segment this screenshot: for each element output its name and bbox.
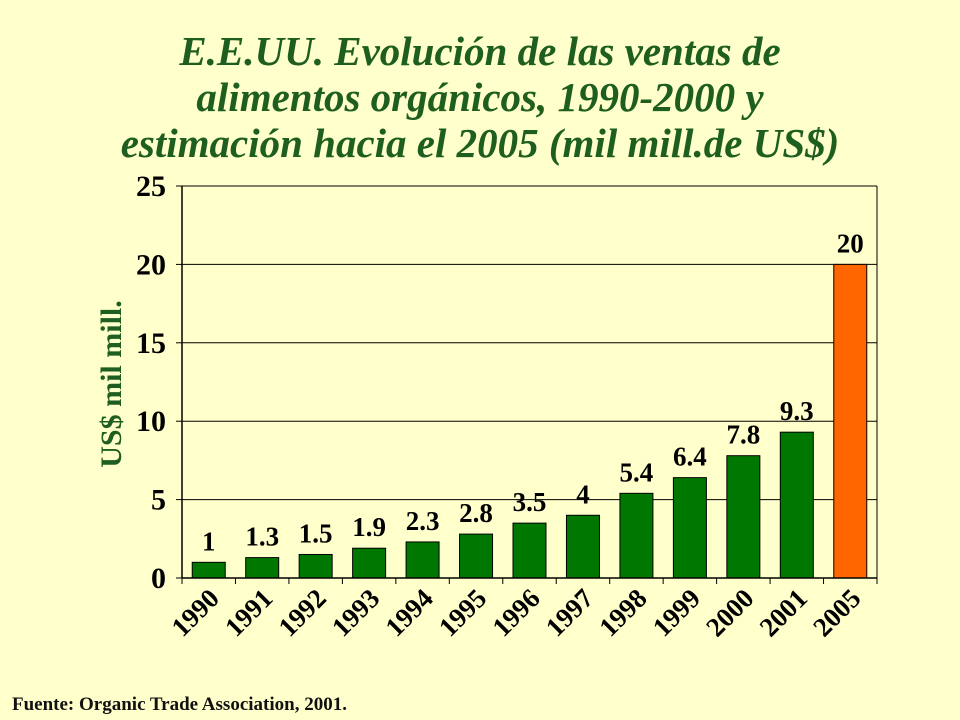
x-tick-label-1997: 1997	[540, 583, 599, 642]
gridlines	[182, 185, 877, 501]
bar-1993	[352, 547, 387, 579]
chart-title-line-3: estimación hacia el 2005 (mil mill.de US…	[120, 120, 840, 166]
value-label-1991: 1.3	[245, 522, 279, 552]
bar-1995	[459, 533, 494, 579]
bar-1998	[619, 492, 654, 579]
x-tick-label-1996: 1996	[486, 583, 545, 642]
x-tick-label-2000: 2000	[700, 583, 759, 642]
value-label-1998: 5.4	[620, 457, 654, 487]
x-tick-label-2001: 2001	[754, 583, 813, 642]
x-axis-ticks: 1990199119921993199419951996199719981999…	[166, 578, 878, 642]
x-tick-label-1991: 1991	[219, 583, 278, 642]
value-label-1995: 2.8	[459, 498, 493, 528]
x-tick-label-2005: 2005	[807, 583, 866, 642]
chart-title-line-1: E.E.UU. Evolución de las ventas de	[179, 28, 781, 74]
value-labels: 1 1.3 1.5 1.9 2.3 2.8 3.5 4 5.4 6.4 7.8 9.3 20	[202, 228, 864, 556]
x-tick-label-1998: 1998	[593, 583, 652, 642]
bar-1991	[245, 557, 280, 579]
value-label-1992: 1.5	[299, 518, 333, 548]
x-tick-label-1993: 1993	[326, 583, 385, 642]
y-tick-label: 10	[136, 405, 166, 438]
bar-1996	[512, 522, 547, 579]
value-label-1993: 1.9	[352, 512, 386, 542]
value-label-2000: 7.8	[726, 420, 760, 450]
y-tick-label: 20	[136, 248, 166, 281]
value-label-1997: 4	[576, 479, 590, 509]
x-tick-label-1992: 1992	[272, 583, 331, 642]
value-label-1990: 1	[202, 526, 216, 556]
x-tick-label-1990: 1990	[166, 583, 225, 642]
value-label-1994: 2.3	[406, 506, 440, 536]
source-note: Fuente: Organic Trade Association, 2001.	[12, 694, 347, 715]
bar-1997	[565, 514, 600, 579]
x-tick-label-1999: 1999	[647, 583, 706, 642]
value-label-2001: 9.3	[780, 396, 814, 426]
y-tick-label: 5	[151, 484, 166, 517]
y-tick-label: 0	[151, 562, 166, 595]
y-axis-label: US$ mil mill.	[95, 300, 128, 468]
bar-2000	[726, 455, 761, 579]
y-tick-label: 15	[136, 327, 166, 360]
value-label-2005: 20	[837, 228, 864, 258]
x-tick-label-1994: 1994	[379, 583, 438, 642]
bar-1999	[672, 477, 707, 579]
plot-frame	[181, 186, 878, 579]
chart-title-line-2: alimentos orgánicos, 1990-2000 y	[196, 74, 764, 120]
bar-1994	[405, 541, 440, 579]
y-axis-ticks: 0 5 10 15 20 25	[136, 170, 182, 595]
chart-title: E.E.UU. Evolución de las ventas de alime…	[20, 28, 940, 166]
bar-1990	[191, 561, 226, 579]
y-tick-label: 25	[136, 170, 166, 203]
value-label-1996: 3.5	[513, 487, 547, 517]
value-label-1999: 6.4	[673, 442, 707, 472]
x-tick-label-1995: 1995	[433, 583, 492, 642]
bar-2005	[833, 263, 868, 579]
bar-1992	[298, 553, 333, 579]
bar-2001	[779, 431, 814, 579]
